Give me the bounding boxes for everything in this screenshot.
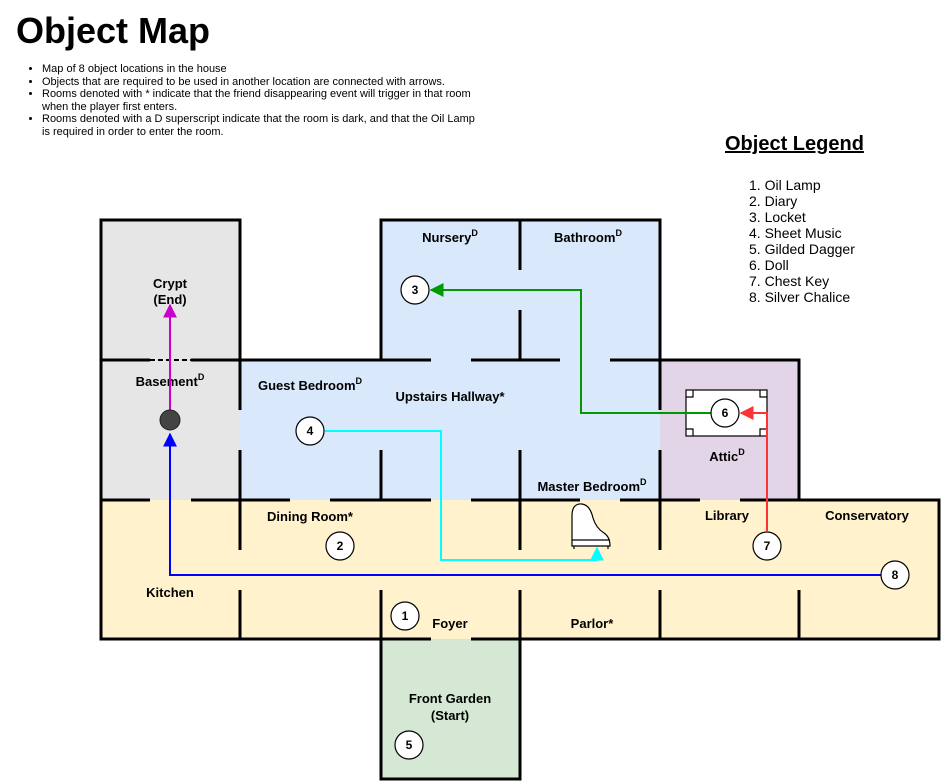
legend-list: 1. Oil Lamp 2. Diary 3. Locket 4. Sheet … [749, 177, 855, 305]
room-label-basement: BasementD [136, 372, 205, 389]
room-label-crypt-sub: (End) [153, 292, 186, 307]
legend-item: 2. Diary [749, 193, 798, 209]
room-label-guest-bedroom: Guest BedroomD [258, 376, 363, 393]
object-marker-4: 4 [295, 416, 325, 446]
connections [163, 283, 881, 576]
room-label-front-garden: Front Garden [409, 691, 491, 706]
legend-item: 5. Gilded Dagger [749, 241, 855, 257]
legend-item: 7. Chest Key [749, 273, 830, 289]
legend-item-label: Chest Key [764, 273, 830, 289]
legend-item: 6. Doll [749, 257, 789, 273]
room-label-attic: AtticD [709, 447, 745, 464]
legend-item-label: Diary [764, 193, 798, 209]
marker-number: 2 [337, 539, 344, 553]
dark-room-marker: D [198, 372, 205, 382]
room-label-conservatory: Conservatory [825, 508, 910, 523]
legend-item-label: Doll [764, 257, 789, 273]
room-label-text: Attic [709, 449, 738, 464]
room-label-text: Guest Bedroom [258, 378, 356, 393]
dark-room-marker: D [615, 228, 622, 238]
room-label-dining-room: Dining Room* [267, 509, 354, 524]
room-label-text: Nursery [422, 230, 472, 245]
room-label-foyer: Foyer [432, 616, 467, 631]
object-marker-8: 8 [880, 560, 910, 590]
legend-item-label: Gilded Dagger [764, 241, 855, 257]
room-label-upstairs-hallway: Upstairs Hallway* [395, 389, 505, 404]
room-label-library: Library [705, 508, 750, 523]
legend-title: Object Legend [725, 133, 864, 155]
dark-room-marker: D [356, 376, 363, 386]
note-item: Rooms denoted with * indicate that the f… [42, 88, 482, 113]
room-label-master-bedroom: Master BedroomD [537, 477, 647, 494]
arrow-key-to-chest [739, 406, 768, 531]
marker-number: 5 [406, 738, 413, 752]
object-marker-6: 6 [710, 398, 740, 428]
legend-item: 8. Silver Chalice [749, 289, 851, 305]
notes-list: Map of 8 object locations in the house O… [26, 63, 482, 138]
room-label-text: Bathroom [554, 230, 615, 245]
legend-item-label: Oil Lamp [764, 177, 821, 193]
object-markers: 1 2 3 4 5 6 7 8 [295, 275, 910, 760]
legend-item-label: Sheet Music [764, 225, 842, 241]
room-label-crypt: Crypt [153, 276, 188, 291]
arrow-chalice-to-basement [163, 432, 881, 576]
legend-item: 3. Locket [749, 209, 806, 225]
marker-number: 7 [764, 539, 771, 553]
marker-number: 4 [307, 424, 314, 438]
note-item: Rooms denoted with a D superscript indic… [42, 113, 482, 138]
page-title: Object Map [16, 10, 211, 51]
marker-number: 8 [892, 568, 899, 582]
marker-number: 3 [412, 283, 419, 297]
object-marker-3: 3 [400, 275, 430, 305]
dark-room-marker: D [640, 477, 647, 487]
object-marker-1: 1 [390, 601, 420, 631]
piano-icon [571, 503, 611, 549]
legend-item: 4. Sheet Music [749, 225, 842, 241]
room-label-parlor: Parlor* [571, 616, 615, 631]
walls [99, 218, 941, 781]
object-marker-7: 7 [752, 531, 782, 561]
object-marker-5: 5 [394, 730, 424, 760]
room-label-kitchen: Kitchen [146, 585, 194, 600]
arrow-doll-to-locket [429, 283, 711, 414]
note-item: Objects that are required to be used in … [42, 76, 482, 89]
marker-number: 6 [722, 406, 729, 420]
legend-item-label: Silver Chalice [764, 289, 851, 305]
arrow-sheet-music-to-piano [325, 430, 604, 561]
room-label-text: Basement [136, 374, 199, 389]
marker-number: 1 [402, 609, 409, 623]
dark-room-marker: D [471, 228, 478, 238]
room-label-bathroom: BathroomD [554, 228, 622, 245]
dark-room-marker: D [738, 447, 745, 457]
room-labels: Crypt (End) BasementD NurseryD BathroomD… [136, 228, 910, 723]
hatch-dot [159, 409, 181, 431]
room-label-nursery: NurseryD [422, 228, 478, 245]
room-label-front-garden-sub: (Start) [431, 708, 469, 723]
room-label-text: Master Bedroom [537, 479, 640, 494]
note-item: Map of 8 object locations in the house [42, 63, 482, 76]
legend-item: 1. Oil Lamp [749, 177, 821, 193]
legend-item-label: Locket [764, 209, 806, 225]
object-marker-2: 2 [325, 531, 355, 561]
